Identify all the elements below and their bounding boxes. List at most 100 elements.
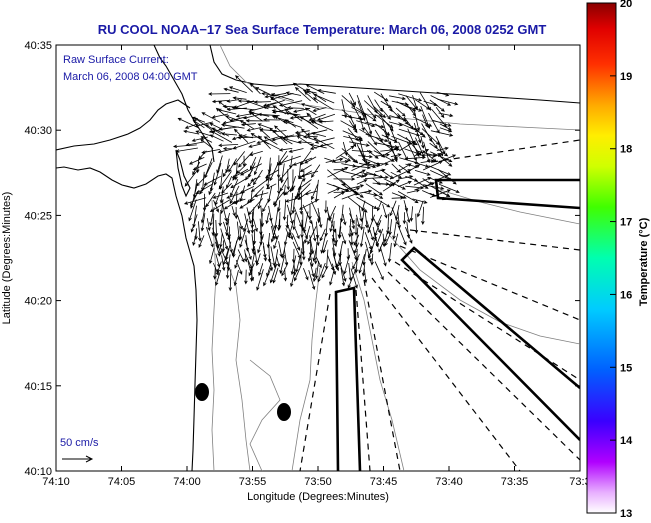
current-vector	[313, 137, 335, 150]
current-vector	[353, 242, 359, 255]
current-vector	[263, 118, 280, 122]
current-vector	[244, 213, 251, 235]
current-vector	[359, 116, 365, 132]
current-vector	[244, 249, 248, 263]
current-vector	[192, 163, 207, 171]
current-vector	[237, 249, 245, 263]
current-vector	[317, 262, 326, 283]
current-vector	[356, 173, 369, 179]
current-vector	[398, 227, 407, 246]
current-vector	[270, 93, 294, 101]
current-vector	[233, 128, 249, 143]
current-vector	[339, 263, 347, 282]
current-vector	[215, 107, 233, 122]
y-tick-label: 40:35	[24, 40, 52, 52]
current-vector	[200, 136, 213, 143]
current-vector	[252, 218, 258, 233]
current-vector	[387, 242, 392, 263]
current-vector	[382, 203, 388, 219]
current-vector	[350, 169, 366, 178]
colorbar-ticks: 20 19 18 17 16 15 14 13	[610, 0, 633, 520]
current-vector	[279, 163, 294, 182]
current-vector	[253, 100, 271, 104]
current-vector	[222, 104, 239, 109]
current-vector	[209, 123, 223, 130]
current-vector	[272, 267, 279, 284]
current-vector	[349, 141, 370, 147]
current-vector	[248, 111, 263, 122]
current-vector	[349, 120, 358, 134]
current-vector	[359, 162, 377, 169]
current-vector	[321, 267, 328, 279]
current-vector	[292, 233, 301, 251]
current-vector	[250, 177, 270, 192]
current-vector	[388, 179, 400, 187]
x-tick-label: 73:45	[370, 476, 398, 488]
current-vector	[184, 123, 198, 129]
current-vector	[209, 134, 224, 142]
current-vector	[256, 269, 264, 291]
current-vector	[279, 136, 293, 145]
current-vector	[214, 219, 219, 238]
current-vector	[198, 221, 202, 242]
current-vector	[350, 268, 358, 289]
current-vector	[317, 212, 321, 224]
current-vector	[332, 254, 340, 272]
current-vector	[262, 140, 280, 150]
current-vector	[225, 262, 230, 280]
current-vector	[414, 127, 426, 138]
current-vector	[300, 103, 320, 110]
current-vector	[301, 225, 308, 240]
current-vector	[220, 123, 245, 129]
current-vector	[430, 151, 453, 163]
current-vector	[319, 228, 326, 242]
current-vector	[216, 261, 222, 274]
x-tick-label: 73:3	[569, 476, 590, 488]
current-vector	[342, 213, 347, 226]
current-vector	[414, 170, 431, 176]
current-vector	[437, 98, 459, 106]
current-vector	[340, 267, 346, 287]
current-vector	[420, 159, 435, 163]
current-vector	[253, 192, 269, 198]
current-vector	[332, 234, 337, 247]
current-vector	[183, 197, 207, 205]
current-vector	[294, 262, 303, 282]
contour-line	[225, 259, 251, 471]
current-vector	[384, 233, 391, 247]
x-tick-label: 73:35	[501, 476, 529, 488]
current-vector	[277, 155, 301, 165]
current-vector	[233, 151, 246, 166]
current-vector	[397, 180, 412, 188]
current-vector	[391, 192, 407, 199]
current-vector	[246, 127, 262, 132]
current-vector	[373, 192, 384, 199]
current-vector	[282, 199, 287, 221]
current-vector	[190, 214, 198, 233]
current-vector	[213, 162, 222, 186]
current-vector	[406, 106, 423, 112]
x-tick-label: 74:05	[108, 476, 136, 488]
current-vector	[239, 228, 247, 248]
current-vector	[298, 198, 320, 210]
current-vector	[413, 108, 421, 132]
contour-line	[389, 235, 580, 345]
current-vector	[218, 126, 239, 131]
current-vector	[218, 143, 239, 148]
current-vector	[430, 130, 454, 137]
current-vector	[188, 199, 197, 222]
current-vector	[374, 153, 390, 157]
current-vector	[184, 168, 199, 187]
current-vector	[348, 134, 357, 148]
colorbar-tick-label: 18	[620, 144, 632, 156]
current-vector	[390, 108, 401, 119]
current-vector	[195, 183, 213, 195]
current-vector	[393, 233, 399, 248]
current-vector	[222, 146, 237, 151]
current-vector	[225, 219, 230, 237]
current-vector	[233, 269, 239, 287]
current-vector	[238, 225, 243, 241]
coastline-north	[153, 45, 215, 163]
current-vector	[288, 148, 304, 153]
current-vector	[274, 125, 287, 138]
